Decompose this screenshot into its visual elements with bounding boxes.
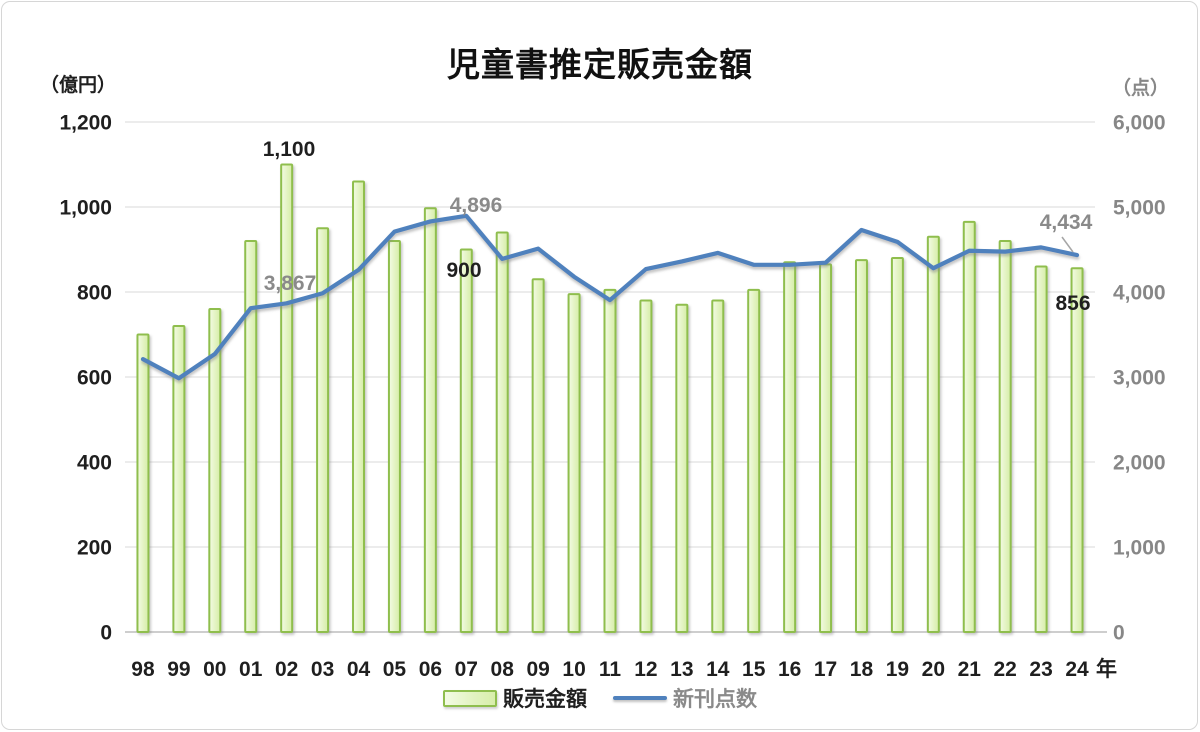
svg-text:1,200: 1,200 — [59, 112, 112, 135]
svg-text:01: 01 — [239, 658, 263, 681]
svg-text:10: 10 — [562, 658, 585, 681]
data-labels: 1,100 3,867 4,896 900 4,434 856 — [263, 138, 1093, 315]
svg-text:04: 04 — [347, 658, 371, 681]
svg-text:99: 99 — [167, 658, 190, 681]
label-leader-line — [1061, 236, 1074, 253]
x-axis-labels: 98 99 00 01 02 03 04 05 06 07 08 09 10 11 12 13 14 15 16 17… — [131, 657, 1117, 681]
legend-bar-label: 販売金額 — [503, 688, 587, 711]
legend-line-label: 新刊点数 — [673, 688, 757, 711]
svg-text:1,000: 1,000 — [59, 197, 112, 220]
svg-text:22: 22 — [994, 658, 1017, 681]
bar-02 — [280, 163, 294, 633]
svg-text:600: 600 — [77, 367, 112, 390]
svg-text:2,000: 2,000 — [1113, 452, 1166, 475]
bar-16 — [783, 261, 797, 633]
bar-01 — [244, 240, 258, 633]
left-axis-unit-label: （億円） — [40, 75, 117, 96]
data-label: 1,100 — [263, 138, 316, 161]
svg-text:800: 800 — [77, 282, 112, 305]
svg-text:6,000: 6,000 — [1113, 112, 1166, 135]
svg-text:1,000: 1,000 — [1113, 537, 1166, 560]
svg-text:09: 09 — [526, 658, 549, 681]
data-label: 4,896 — [450, 194, 503, 217]
bar-09 — [531, 278, 545, 633]
svg-text:08: 08 — [491, 658, 515, 681]
bar-series-swatch-icon — [443, 689, 497, 707]
svg-text:00: 00 — [203, 658, 226, 681]
svg-text:17: 17 — [814, 658, 837, 681]
bar-00 — [208, 308, 222, 633]
svg-text:23: 23 — [1029, 658, 1052, 681]
svg-text:15: 15 — [742, 658, 766, 681]
bar-10 — [567, 293, 581, 633]
svg-text:24: 24 — [1065, 658, 1089, 681]
bar-11 — [603, 288, 617, 633]
bar-15 — [747, 288, 761, 633]
data-label: 3,867 — [264, 272, 317, 295]
data-label: 900 — [446, 259, 481, 282]
data-label: 4,434 — [1040, 211, 1093, 234]
svg-text:05: 05 — [383, 658, 407, 681]
bar-24 — [1070, 267, 1084, 633]
line-series-swatch-icon — [613, 696, 667, 700]
chart-title: 児童書推定販売金額 — [447, 46, 753, 83]
svg-text:03: 03 — [311, 658, 334, 681]
svg-text:16: 16 — [778, 658, 801, 681]
bar-03 — [316, 227, 330, 633]
svg-text:200: 200 — [77, 537, 112, 560]
svg-text:年: 年 — [1096, 657, 1117, 681]
svg-text:3,000: 3,000 — [1113, 367, 1166, 390]
legend-item-sales: 販売金額 — [443, 683, 587, 713]
bar-07 — [459, 248, 473, 633]
svg-text:02: 02 — [275, 658, 298, 681]
sales-amount-bars — [136, 163, 1084, 633]
bar-99 — [172, 325, 186, 633]
svg-text:4,000: 4,000 — [1113, 282, 1166, 305]
bar-08 — [495, 231, 509, 633]
bar-98 — [136, 333, 150, 633]
svg-text:18: 18 — [850, 658, 874, 681]
new-titles-line — [140, 213, 1080, 381]
legend: 販売金額 新刊点数 — [443, 683, 757, 713]
bar-14 — [711, 299, 725, 633]
svg-text:0: 0 — [100, 622, 112, 645]
bar-12 — [639, 299, 653, 633]
bar-04 — [352, 180, 366, 633]
bar-18 — [854, 259, 868, 633]
svg-text:06: 06 — [419, 658, 442, 681]
data-label: 856 — [1055, 292, 1090, 315]
right-axis-unit-label: （点） — [1112, 78, 1170, 99]
legend-item-newtitles: 新刊点数 — [613, 683, 757, 713]
svg-text:14: 14 — [706, 658, 730, 681]
svg-text:21: 21 — [958, 658, 982, 681]
bar-20 — [926, 235, 940, 633]
bar-05 — [387, 240, 401, 633]
svg-text:07: 07 — [455, 658, 478, 681]
svg-text:13: 13 — [670, 658, 693, 681]
bar-21 — [962, 220, 976, 633]
svg-text:12: 12 — [634, 658, 657, 681]
svg-text:400: 400 — [77, 452, 112, 475]
svg-text:0: 0 — [1113, 622, 1125, 645]
svg-text:20: 20 — [922, 658, 945, 681]
left-axis-tick-labels: 0 200 400 600 800 1,000 1,200 — [59, 112, 112, 645]
bar-23 — [1034, 265, 1048, 633]
bar-06 — [423, 207, 437, 633]
svg-text:5,000: 5,000 — [1113, 197, 1166, 220]
bar-19 — [890, 257, 904, 633]
svg-text:98: 98 — [131, 658, 155, 681]
bar-22 — [998, 240, 1012, 633]
bar-17 — [819, 263, 833, 633]
svg-text:19: 19 — [886, 658, 909, 681]
svg-text:11: 11 — [599, 658, 622, 681]
bar-13 — [675, 303, 689, 633]
right-axis-tick-labels: 0 1,000 2,000 3,000 4,000 5,000 6,000 — [1113, 112, 1166, 645]
